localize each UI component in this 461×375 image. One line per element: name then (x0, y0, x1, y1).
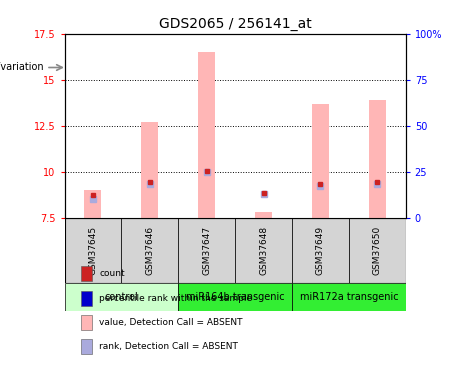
Bar (178, 283, 292, 311)
Bar (65, 283, 178, 311)
Bar (369, 100, 386, 218)
Bar (292, 283, 406, 311)
Text: GSM37645: GSM37645 (89, 226, 97, 275)
Text: GSM37646: GSM37646 (145, 226, 154, 275)
Text: GSM37647: GSM37647 (202, 226, 211, 275)
Bar (255, 212, 272, 217)
Text: genotype/variation: genotype/variation (0, 63, 44, 72)
Bar (349, 217, 406, 283)
Bar (235, 217, 292, 283)
Text: value, Detection Call = ABSENT: value, Detection Call = ABSENT (99, 318, 242, 327)
Text: rank, Detection Call = ABSENT: rank, Detection Call = ABSENT (99, 342, 238, 351)
Text: percentile rank within the sample: percentile rank within the sample (99, 294, 252, 303)
Bar (142, 122, 159, 218)
Text: miR172a transgenic: miR172a transgenic (300, 292, 398, 302)
Text: miR164b transgenic: miR164b transgenic (186, 292, 284, 302)
Bar (292, 217, 349, 283)
Title: GDS2065 / 256141_at: GDS2065 / 256141_at (159, 17, 312, 32)
Bar (178, 217, 235, 283)
Text: count: count (99, 269, 125, 278)
Text: control: control (105, 292, 138, 302)
Text: GSM37649: GSM37649 (316, 226, 325, 275)
Text: GSM37648: GSM37648 (259, 226, 268, 275)
Bar (121, 217, 178, 283)
Bar (198, 52, 215, 217)
Bar (65, 217, 121, 283)
Text: GSM37650: GSM37650 (373, 226, 382, 275)
Bar (312, 104, 329, 218)
Bar (84, 190, 101, 217)
